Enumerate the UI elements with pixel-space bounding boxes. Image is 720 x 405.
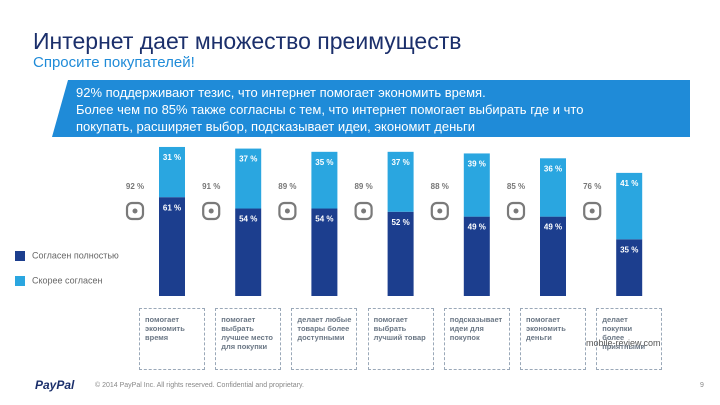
title: Интернет дает множество преимуществ (33, 28, 462, 54)
category-label: помогает выбрать лучший товар (367, 308, 434, 370)
value-label: 54 % (315, 215, 333, 224)
icon (354, 201, 373, 221)
value-label: 61 % (163, 203, 181, 212)
category-label: помогает экономить деньги (520, 308, 586, 370)
bar-segment (540, 158, 566, 217)
bar-segment (235, 208, 262, 296)
footer: © 2014 PayPal Inc. All rights reserved. … (95, 382, 304, 389)
value-label: 41 % (620, 179, 638, 188)
page-number: 9 (700, 382, 704, 389)
value-label: 49 % (468, 223, 486, 232)
category-label: подсказывает идеи для покупок (443, 308, 510, 370)
value-label: 39 % (468, 160, 486, 169)
icon (202, 201, 221, 221)
icon (125, 201, 145, 221)
banner-line: покупать, расширяет выбор, подсказывает … (76, 119, 476, 134)
bar-segment (235, 148, 262, 209)
icon (361, 208, 367, 214)
category-label: делает любые товары более доступными (291, 308, 358, 370)
icon (430, 201, 449, 221)
bar-segment (311, 208, 338, 296)
legend-swatch (15, 276, 25, 286)
bar-segment (311, 151, 338, 209)
value-label: 37 % (391, 158, 409, 167)
legend-label: Скорее согласен (32, 275, 103, 285)
bar-segment (387, 211, 414, 296)
total-label: 92 % (126, 182, 144, 191)
value-label: 52 % (391, 218, 409, 227)
total-label: 76 % (583, 182, 601, 191)
bar-segment (159, 146, 185, 198)
icon (284, 208, 290, 214)
legend-label: Согласен полностью (32, 250, 119, 260)
legend-swatch (15, 251, 25, 261)
value-label: 37 % (239, 155, 257, 164)
bar-segment (540, 216, 566, 296)
icon (208, 208, 214, 214)
logo: PayPal (35, 378, 75, 392)
value-label: 49 % (544, 223, 562, 232)
icon (583, 201, 602, 221)
total-label: 85 % (507, 182, 525, 191)
icon (513, 208, 519, 214)
total-label: 89 % (354, 182, 372, 191)
value-label: 54 % (239, 215, 257, 224)
value-label: 35 % (315, 158, 333, 167)
bar-segment (463, 216, 490, 296)
icon (437, 208, 443, 214)
bar-segment (387, 151, 414, 212)
banner-text: 92% поддерживают тезис, что интернет пом… (76, 84, 583, 135)
bar-segment (463, 153, 490, 217)
watermark: mobile-review.com (586, 338, 661, 348)
category-label: помогает экономить время (139, 308, 205, 370)
subtitle: Спросите покупателей! (33, 54, 195, 71)
icon (589, 208, 595, 214)
value-label: 35 % (620, 245, 638, 254)
banner-line: Более чем по 85% также согласны с тем, ч… (76, 102, 584, 117)
icon (506, 201, 526, 221)
bar-segment (616, 172, 643, 240)
value-label: 36 % (544, 164, 562, 173)
icon (132, 208, 138, 214)
banner-line: 92% поддерживают тезис, что интернет пом… (76, 85, 486, 100)
total-label: 88 % (431, 182, 449, 191)
category-label: помогает выбрать лучшее место для покупк… (215, 308, 282, 370)
bar-segment (159, 197, 185, 296)
total-label: 89 % (278, 182, 296, 191)
banner-shape (52, 80, 690, 137)
icon (278, 201, 297, 221)
category-label: делает покупки более приятными (596, 308, 663, 370)
value-label: 31 % (163, 153, 181, 162)
total-label: 91 % (202, 182, 220, 191)
bar-segment (616, 239, 643, 296)
